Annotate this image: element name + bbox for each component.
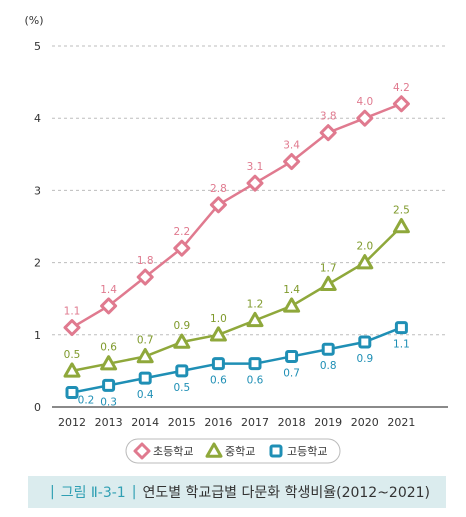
legend-marker-square (269, 444, 283, 458)
data-point-triangle (319, 275, 337, 292)
data-label: 2.8 (210, 183, 227, 195)
x-tick-label: 2013 (95, 416, 123, 429)
data-point-triangle (392, 218, 410, 234)
data-label: 0.7 (137, 334, 154, 346)
data-label: 1.4 (100, 284, 117, 296)
data-point-triangle (136, 347, 154, 364)
data-point-diamond (136, 268, 154, 286)
y-tick-label: 5 (34, 40, 41, 53)
data-label: 1.2 (247, 298, 264, 310)
y-axis-unit-label: (%) (24, 14, 43, 27)
data-point-triangle (63, 362, 81, 378)
data-label: 0.6 (247, 375, 264, 387)
y-tick-label: 0 (34, 401, 41, 414)
data-label: 1.1 (64, 306, 81, 318)
data-point-triangle (283, 297, 301, 313)
caption-figure-number: 그림 Ⅱ-3-1 (60, 485, 126, 501)
x-tick-label: 2014 (131, 416, 159, 429)
data-point-square (138, 371, 152, 385)
data-point-square (65, 386, 79, 400)
legend-marker-diamond (133, 442, 151, 460)
x-tick-label: 2015 (168, 416, 196, 429)
data-point-square (248, 357, 262, 371)
data-point-diamond (356, 109, 374, 127)
data-point-triangle (246, 311, 264, 328)
data-label: 0.3 (100, 396, 117, 408)
x-tick-label: 2020 (351, 416, 379, 429)
data-label: 3.4 (283, 140, 300, 152)
data-label: 2.0 (356, 241, 373, 253)
data-label: 0.6 (210, 375, 227, 387)
data-label: 0.6 (100, 342, 117, 354)
caption-separator-right: | (131, 484, 137, 500)
x-tick-label: 2016 (204, 416, 232, 429)
figure-caption: | 그림 Ⅱ-3-1 | 연도별 학교급별 다문화 학생비율(2012~2021… (28, 476, 446, 508)
data-label: 0.8 (320, 360, 337, 372)
legend-label: 초등학교 (153, 445, 193, 458)
data-label: 4.0 (356, 96, 373, 108)
data-point-square (175, 364, 189, 378)
data-point-diamond (100, 297, 118, 315)
legend (125, 438, 341, 464)
data-label: 0.9 (173, 320, 190, 332)
legend-label: 고등학교 (287, 445, 327, 458)
legend-label: 중학교 (225, 445, 255, 458)
data-label: 2.2 (173, 226, 190, 238)
data-label: 0.4 (137, 389, 154, 401)
data-point-triangle (173, 333, 191, 349)
y-tick-label: 1 (34, 329, 41, 342)
data-label: 3.1 (247, 161, 264, 173)
x-tick-label: 2018 (278, 416, 306, 429)
data-label: 1.8 (137, 255, 154, 267)
data-label: 0.5 (64, 349, 81, 361)
data-point-square (358, 335, 372, 349)
data-point-diamond (246, 174, 264, 192)
series-line-diamond (71, 102, 402, 329)
data-point-diamond (209, 196, 227, 214)
y-tick-label: 4 (34, 112, 41, 125)
data-point-diamond (283, 153, 301, 171)
data-label: 0.5 (173, 382, 190, 394)
data-label: 1.7 (320, 262, 337, 274)
x-tick-label: 2012 (58, 416, 86, 429)
data-point-square (102, 378, 116, 392)
data-point-square (394, 321, 408, 335)
data-label: 0.9 (356, 353, 373, 365)
x-tick-label: 2019 (314, 416, 342, 429)
x-tick-label: 2017 (241, 416, 269, 429)
data-point-square (285, 349, 299, 363)
data-label: 4.2 (393, 82, 410, 94)
legend-marker-triangle (205, 442, 223, 458)
data-label: 1.4 (283, 284, 300, 296)
data-label: 2.5 (393, 205, 410, 217)
data-point-square (211, 357, 225, 371)
data-point-triangle (209, 326, 227, 342)
data-point-diamond (392, 95, 410, 113)
data-point-diamond (173, 239, 191, 257)
data-label: 1.1 (393, 339, 410, 351)
data-label: 0.2 (78, 395, 95, 407)
caption-separator-left: | (49, 484, 55, 500)
data-point-triangle (356, 254, 374, 270)
line-chart: 0 1 2 3 4 5 (%) 2012 2013 2014 2015 2016 2017 2018 201… (24, 14, 448, 464)
x-tick-label: 2021 (387, 416, 415, 429)
data-point-triangle (100, 355, 118, 371)
series-line-square (71, 326, 402, 394)
data-label: 3.8 (320, 111, 337, 123)
caption-title: 연도별 학교급별 다문화 학생비율(2012~2021) (142, 485, 431, 501)
data-label: 0.7 (283, 367, 300, 379)
data-point-diamond (63, 319, 81, 337)
data-point-diamond (319, 124, 337, 142)
data-label: 1.0 (210, 313, 227, 325)
y-tick-label: 3 (34, 184, 41, 197)
y-tick-label: 2 (34, 257, 41, 270)
data-point-square (321, 342, 335, 356)
series-line-triangle (71, 225, 403, 373)
